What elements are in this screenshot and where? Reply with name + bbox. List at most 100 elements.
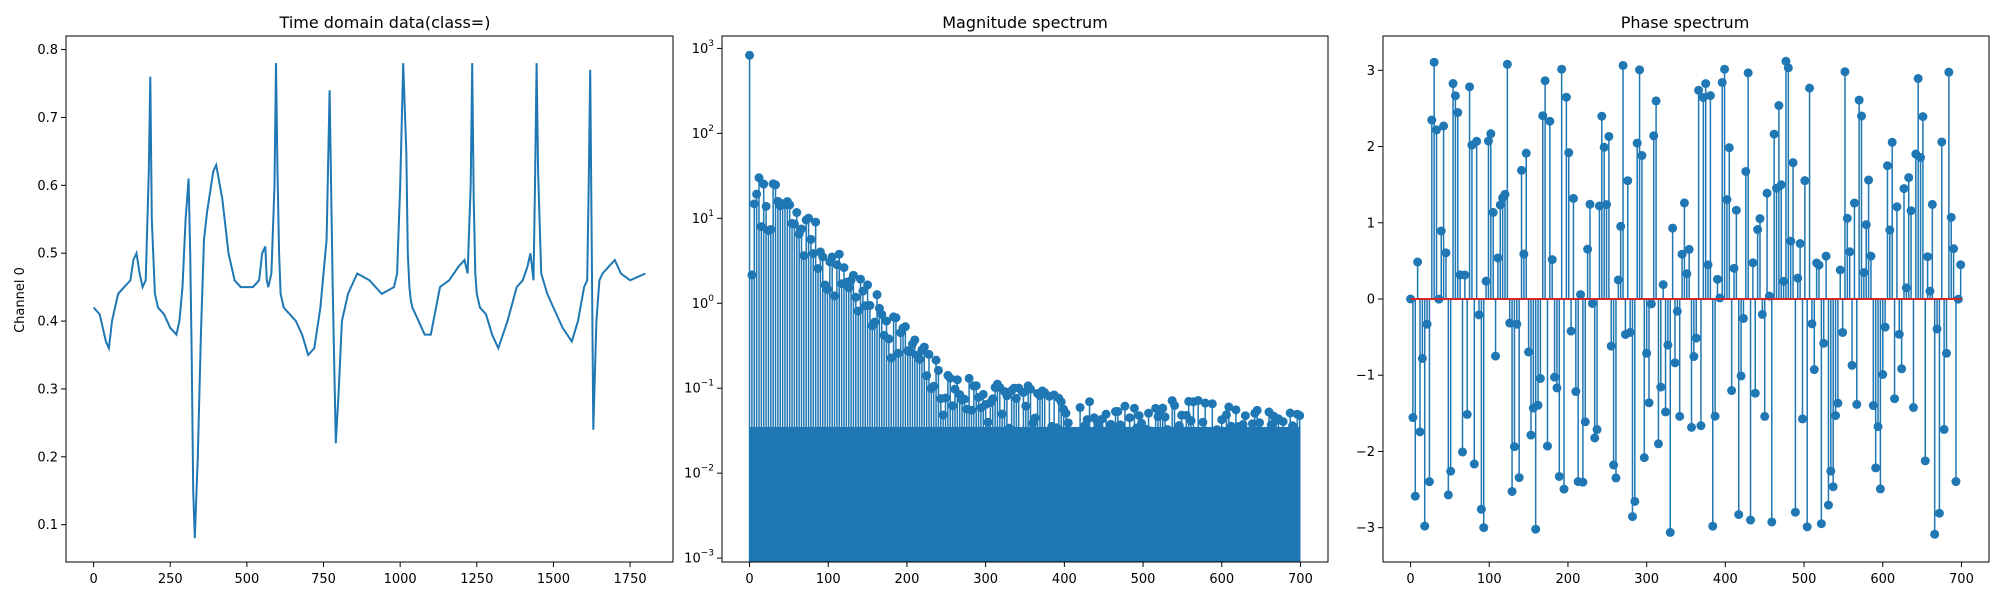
magnitude-marker [771, 180, 781, 190]
phase-spectrum-title: Phase spectrum [1621, 13, 1750, 32]
magnitude-marker [1226, 421, 1236, 431]
magnitude-marker [1236, 454, 1246, 464]
phase-marker [1460, 270, 1470, 280]
phase-marker [1734, 510, 1744, 520]
phase-marker [1854, 95, 1864, 105]
magnitude-marker [1125, 413, 1135, 423]
x-tick-label: 1000 [384, 572, 417, 587]
phase-marker [1880, 322, 1890, 332]
phase-marker [1913, 74, 1923, 84]
x-tick-label: 700 [1949, 572, 1974, 587]
phase-marker [1408, 413, 1418, 423]
phase-marker [1524, 347, 1534, 357]
phase-marker [1842, 213, 1852, 223]
phase-marker [1866, 251, 1876, 261]
phase-marker [1420, 521, 1430, 531]
magnitude-marker [761, 201, 771, 211]
magnitude-marker [941, 393, 951, 403]
magnitude-marker [1011, 393, 1021, 403]
x-tick-label: 0 [89, 572, 97, 587]
phase-marker [1627, 512, 1637, 522]
phase-marker [1800, 176, 1810, 186]
magnitude-marker [1127, 438, 1137, 448]
magnitude-marker [952, 375, 962, 385]
magnitude-marker [1151, 403, 1161, 413]
phase-marker [1816, 519, 1826, 529]
magnitude-marker [848, 270, 858, 280]
magnitude-marker [792, 208, 802, 218]
phase-marker [1712, 274, 1722, 284]
phase-marker [1656, 382, 1666, 392]
phase-marker [1578, 477, 1588, 487]
phase-marker [1417, 354, 1427, 364]
magnitude-marker [1257, 448, 1267, 458]
magnitude-marker [1004, 423, 1014, 433]
magnitude-marker [1198, 417, 1208, 427]
magnitude-marker [1281, 439, 1291, 449]
phase-marker [1542, 441, 1552, 451]
phase-marker [1661, 407, 1671, 417]
magnitude-marker [938, 410, 948, 420]
magnitude-marker [752, 189, 762, 199]
magnitude-marker [1238, 420, 1248, 430]
x-tick-label: 250 [158, 572, 183, 587]
magnitude-marker [1134, 411, 1144, 421]
y-tick-label: 10−2 [684, 464, 714, 482]
phase-marker [1736, 371, 1746, 381]
time-domain-ylabel: Channel 0 [13, 267, 28, 333]
phase-marker [1606, 341, 1616, 351]
x-tick-label: 750 [311, 572, 336, 587]
phase-marker [1602, 200, 1612, 210]
phase-marker [1951, 477, 1961, 487]
magnitude-marker [964, 373, 974, 383]
phase-marker [1901, 283, 1911, 293]
phase-marker [1493, 253, 1503, 263]
magnitude-marker [1101, 409, 1111, 419]
phase-marker [1885, 225, 1895, 235]
phase-marker [1916, 153, 1926, 163]
x-tick-label: 400 [1713, 572, 1738, 587]
magnitude-marker [1193, 395, 1203, 405]
magnitude-marker [1077, 441, 1087, 451]
magnitude-marker [1278, 417, 1288, 427]
phase-marker [1658, 280, 1668, 290]
phase-marker [1720, 64, 1730, 74]
phase-marker [1696, 421, 1706, 431]
magnitude-marker [1070, 448, 1080, 458]
magnitude-marker [891, 313, 901, 323]
phase-marker [1795, 239, 1805, 249]
phase-marker [1585, 199, 1595, 209]
phase-marker [1809, 365, 1819, 375]
y-tick-label: 0.3 [37, 382, 58, 397]
y-tick-label: 0.4 [37, 315, 58, 330]
phase-marker [1611, 473, 1621, 483]
magnitude-marker [1221, 410, 1231, 420]
y-tick-label: 102 [692, 124, 714, 142]
phase-marker [1580, 417, 1590, 427]
magnitude-marker [766, 225, 776, 235]
magnitude-marker [1051, 423, 1061, 433]
phase-marker [1448, 79, 1458, 89]
phase-marker [1847, 360, 1857, 370]
phase-marker [1887, 137, 1897, 147]
phase-marker [1609, 460, 1619, 470]
phase-marker [1731, 205, 1741, 215]
phase-marker [1762, 188, 1772, 198]
magnitude-marker [1245, 427, 1255, 437]
magnitude-marker [945, 373, 955, 383]
phase-marker [1684, 244, 1694, 254]
magnitude-marker [1120, 401, 1130, 411]
x-tick-label: 700 [1288, 572, 1313, 587]
phase-marker [1550, 372, 1560, 382]
phase-marker [1592, 425, 1602, 435]
phase-marker [1767, 517, 1777, 527]
phase-marker [1597, 111, 1607, 121]
phase-marker [1547, 255, 1557, 265]
phase-marker [1462, 409, 1472, 419]
magnitude-marker [839, 263, 849, 273]
y-tick-label: 10−3 [684, 549, 714, 567]
magnitude-spectrum-title: Magnitude spectrum [942, 13, 1108, 32]
magnitude-marker [922, 371, 932, 381]
phase-marker [1469, 459, 1479, 469]
